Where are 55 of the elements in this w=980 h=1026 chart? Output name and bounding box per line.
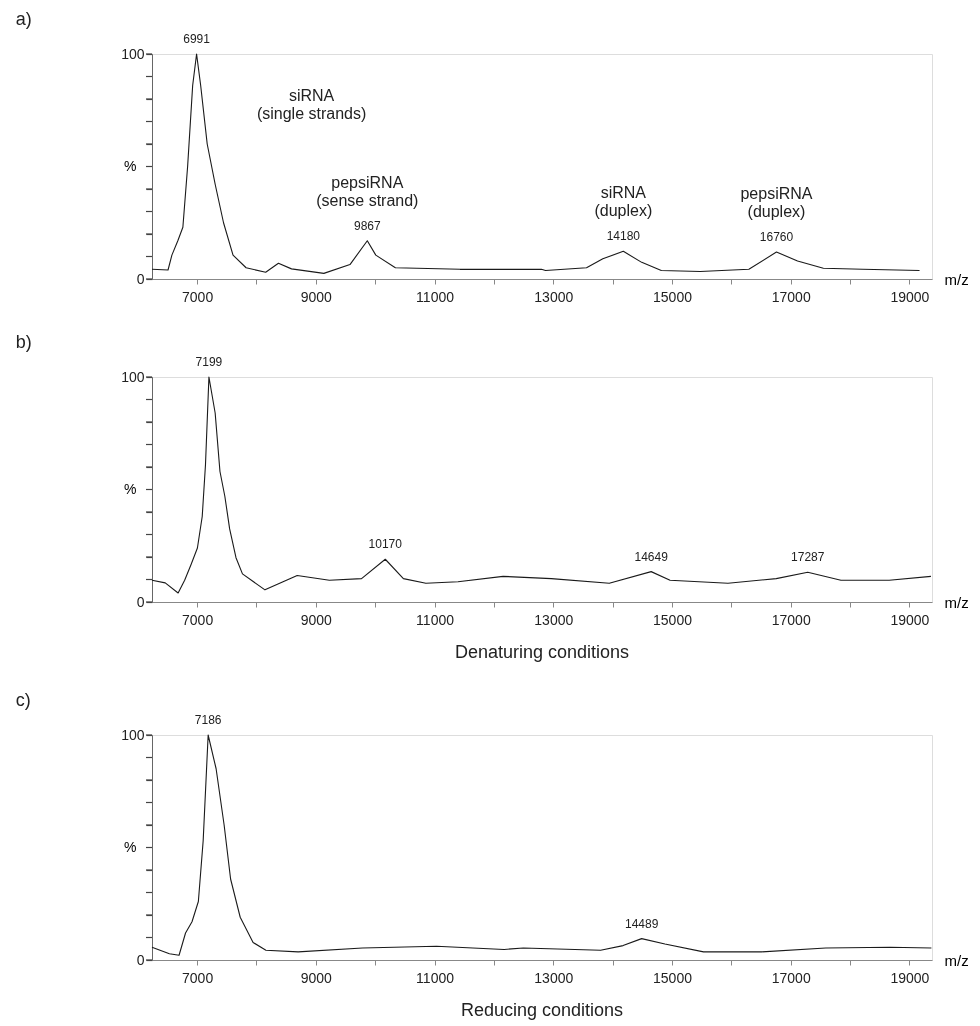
x-tick-label: 9000 — [300, 969, 333, 986]
x-tick-label: 15000 — [653, 288, 693, 305]
y-tick-label: 0 — [136, 270, 145, 287]
x-tick-label: 15000 — [653, 611, 693, 628]
x-tick-label: 19000 — [890, 288, 930, 305]
x-tick-label: 13000 — [534, 611, 574, 628]
x-tick-label: 9000 — [300, 611, 333, 628]
annotation: 14489 — [624, 916, 659, 931]
annotation: 14649 — [634, 549, 669, 564]
chart-title: b) — [15, 332, 32, 352]
chart-title: c) — [15, 690, 31, 710]
annotation: 9867 — [353, 218, 381, 233]
x-tick-label: 13000 — [534, 288, 574, 305]
x-tick-label: 11000 — [416, 611, 455, 628]
line-series — [151, 53, 921, 274]
annotation: pepsiRNA (sense strand) — [316, 173, 419, 209]
x-tick-label: 13000 — [534, 969, 574, 986]
annotation: 14180 — [606, 229, 641, 244]
annotation: 17287 — [791, 550, 825, 565]
y-tick-label: 100 — [121, 45, 145, 62]
annotation: 6991 — [183, 32, 211, 46]
text: Reducing conditions — [460, 1000, 624, 1020]
x-tick-label: 19000 — [890, 969, 930, 986]
y-axis-title: % — [124, 839, 137, 855]
x-tick-label: 17000 — [771, 611, 811, 628]
x-tick-label: 17000 — [771, 969, 811, 986]
y-tick-label: 0 — [136, 951, 145, 968]
x-axis-title: m/z — [944, 951, 969, 969]
annotation: siRNA (single strands) — [256, 87, 367, 122]
annotation: 7199 — [195, 355, 223, 369]
y-tick-label: 100 — [121, 368, 145, 385]
line-series — [151, 376, 932, 594]
annotation: 7186 — [194, 713, 222, 727]
x-axis-title: m/z — [944, 270, 969, 288]
line-series — [151, 734, 932, 956]
x-tick-label: 19000 — [890, 611, 930, 628]
x-tick-label: 17000 — [771, 288, 811, 305]
x-tick-label: 7000 — [182, 969, 214, 986]
y-tick-label: 0 — [136, 593, 145, 610]
annotation: 10170 — [368, 537, 403, 552]
y-axis-title: % — [124, 481, 137, 497]
x-tick-label: 11000 — [416, 969, 455, 986]
annotation: pepsiRNA (duplex) — [740, 185, 813, 220]
x-axis-title: m/z — [944, 593, 969, 611]
y-tick-label: 100 — [121, 726, 145, 743]
x-tick-label: 7000 — [182, 288, 214, 305]
text: Denaturing conditions — [454, 642, 630, 662]
x-tick-label: 7000 — [182, 611, 214, 628]
annotation: 16760 — [759, 230, 794, 244]
annotation: siRNA (duplex) — [594, 184, 653, 220]
y-axis-title: % — [124, 158, 137, 174]
x-tick-label: 15000 — [653, 969, 693, 986]
chart-title: a) — [15, 9, 32, 29]
x-tick-label: 9000 — [300, 288, 333, 305]
x-tick-label: 11000 — [416, 288, 455, 305]
